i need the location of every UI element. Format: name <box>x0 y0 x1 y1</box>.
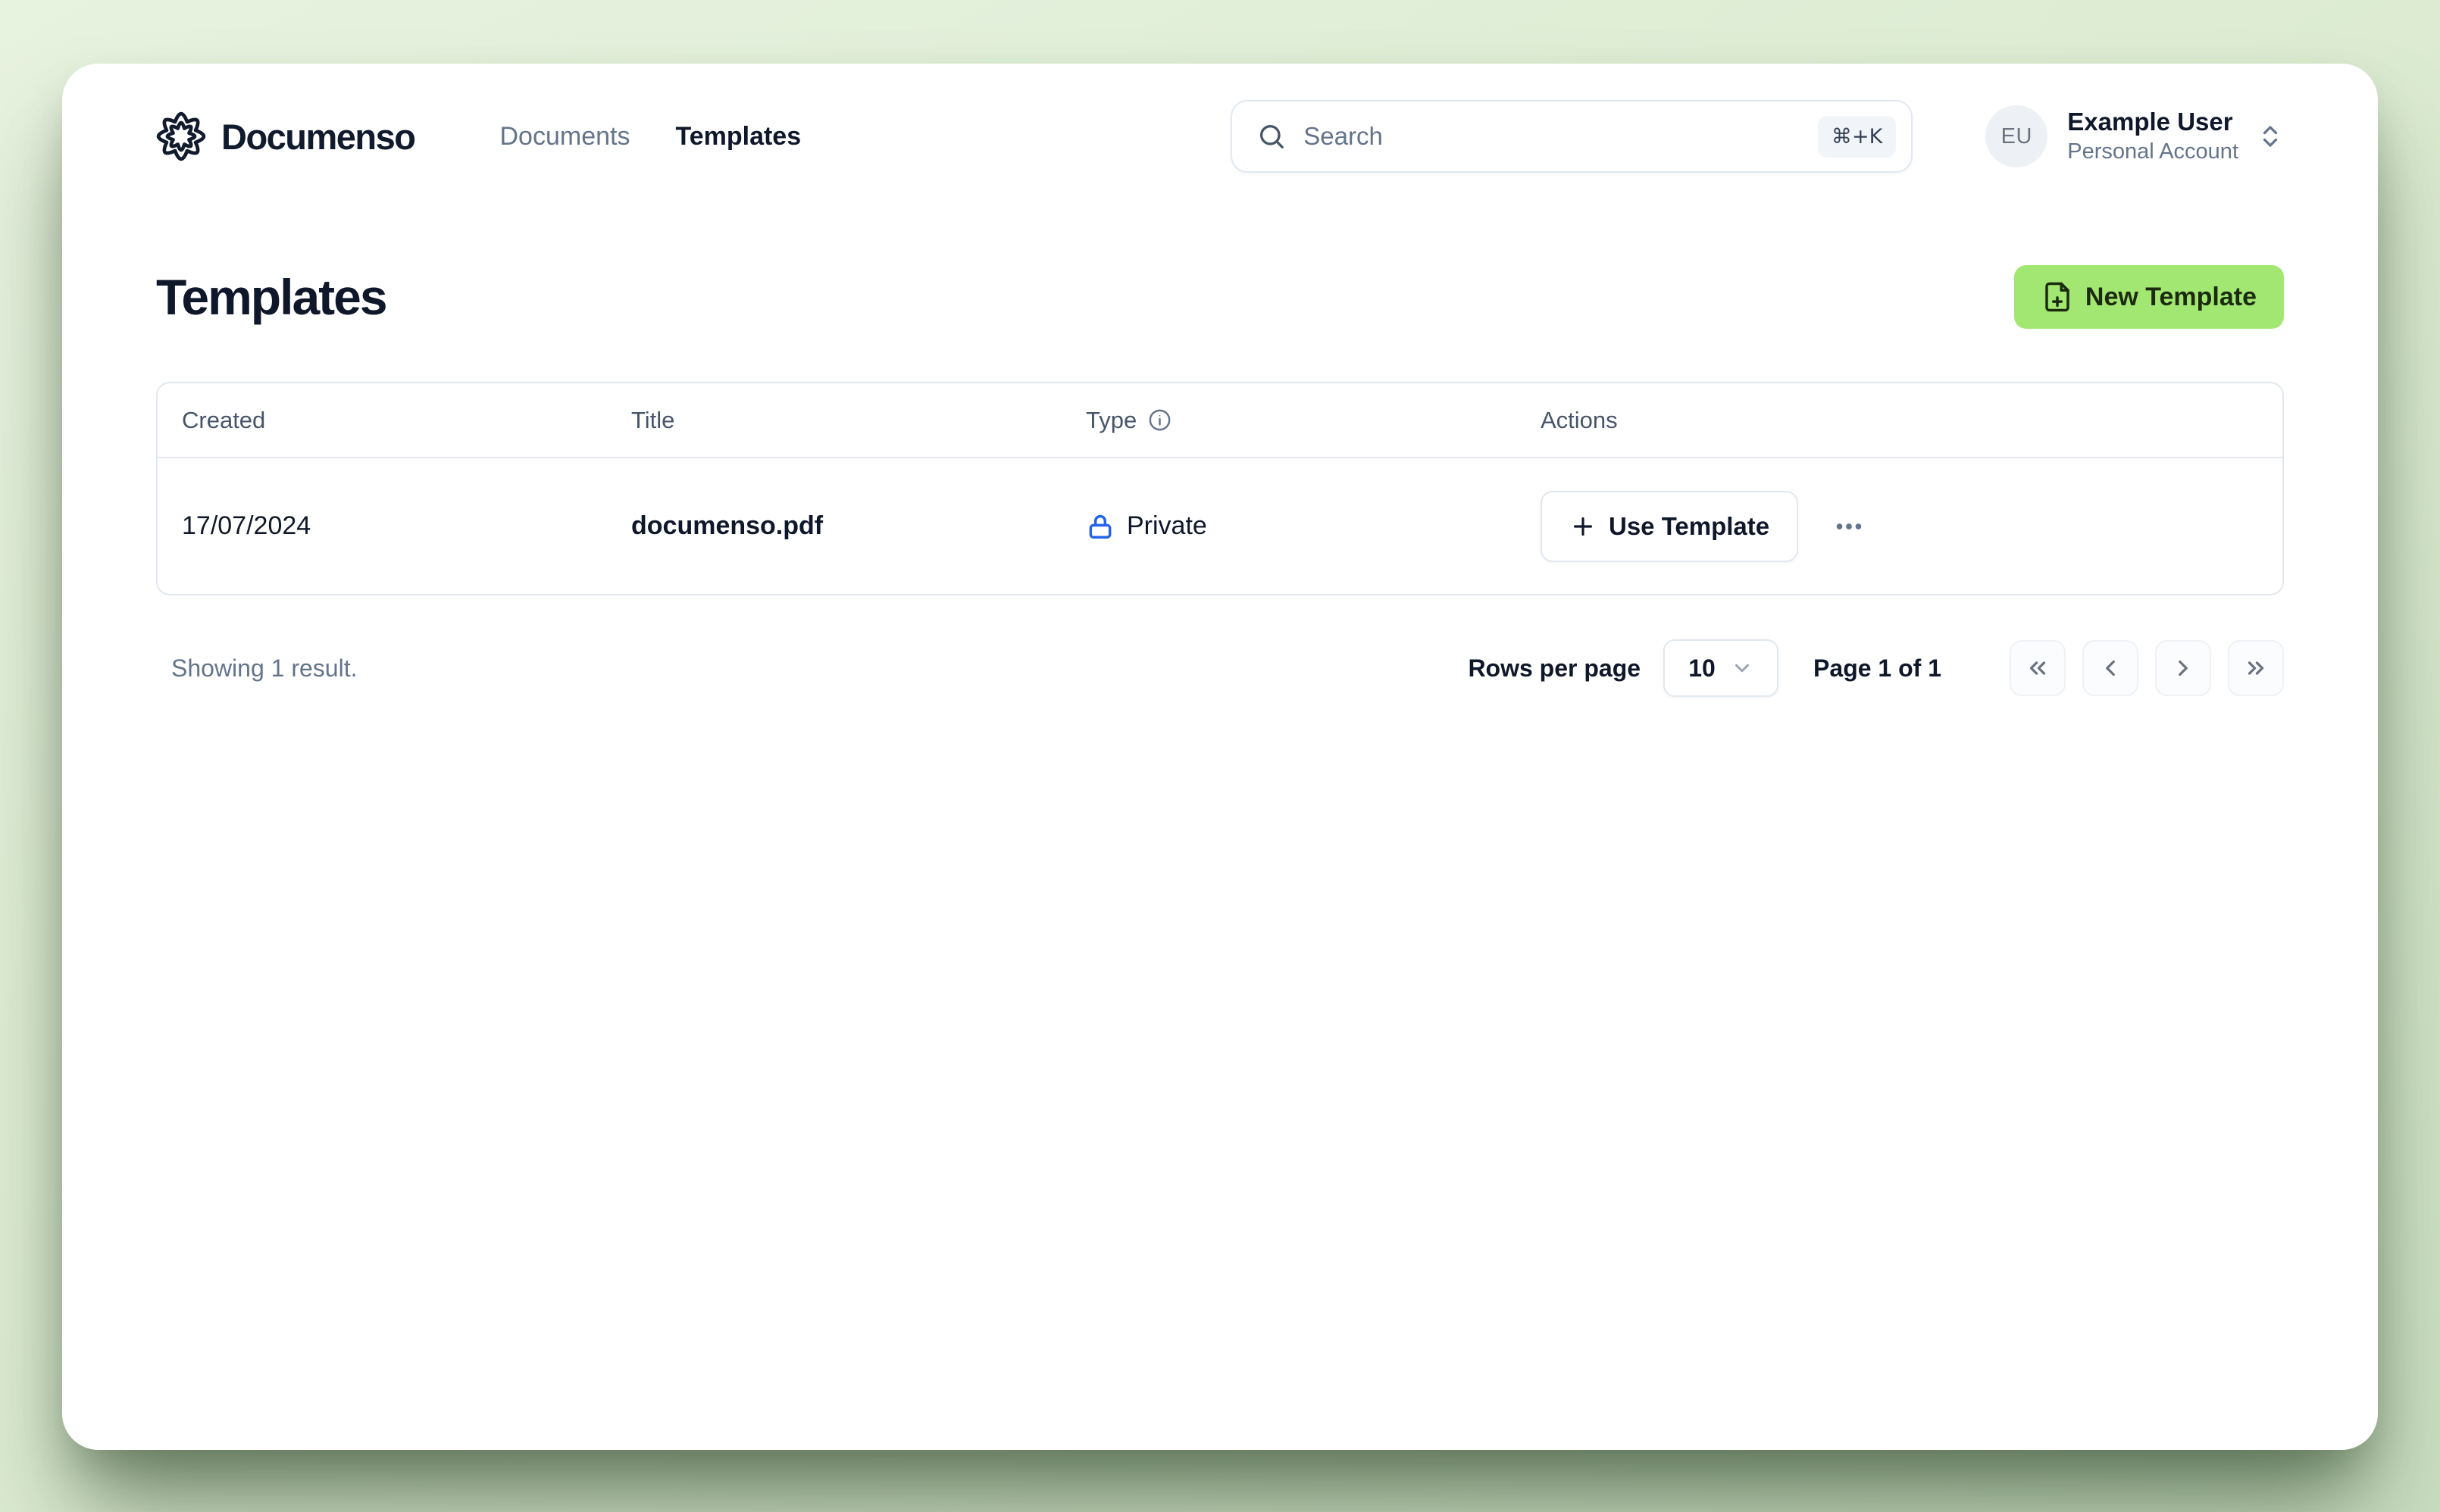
plus-icon <box>1573 517 1593 536</box>
app-window: Documenso Documents Templates Search ⌘+K… <box>62 64 2378 1450</box>
use-template-button[interactable]: Use Template <box>1541 490 1799 562</box>
rows-per-page-value: 10 <box>1688 654 1716 682</box>
use-template-label: Use Template <box>1609 511 1770 540</box>
column-header-title: Title <box>631 383 1086 458</box>
main-content: Templates New Template Created <box>62 265 2378 697</box>
search-icon <box>1260 125 1284 148</box>
row-title-cell: documenso.pdf <box>631 511 824 540</box>
pagination-controls: Rows per page 10 Page 1 of 1 <box>1468 639 2284 697</box>
lock-icon <box>1089 514 1112 539</box>
column-header-type: Type <box>1086 383 1541 458</box>
row-menu-button[interactable] <box>1824 501 1874 551</box>
pager <box>2010 640 2284 696</box>
row-type-label: Private <box>1127 511 1207 540</box>
account-type: Personal Account <box>2067 139 2238 164</box>
search-placeholder: Search <box>1303 122 1383 150</box>
avatar: EU <box>1985 105 2048 167</box>
chevron-left-icon <box>2106 660 2115 676</box>
file-plus-icon <box>2045 282 2069 312</box>
search-input[interactable]: Search ⌘+K <box>1231 100 1913 173</box>
nav-templates[interactable]: Templates <box>675 121 802 151</box>
next-page-button[interactable] <box>2155 640 2211 696</box>
search-shortcut-badge: ⌘+K <box>1817 115 1897 158</box>
chevrons-up-down-icon <box>2263 126 2278 147</box>
nav-documents[interactable]: Documents <box>499 121 630 151</box>
first-page-button[interactable] <box>2010 640 2066 696</box>
new-template-label: New Template <box>2085 282 2257 311</box>
rows-per-page-select[interactable]: 10 <box>1663 639 1779 697</box>
list-footer: Showing 1 result. Rows per page 10 Page … <box>156 639 2284 697</box>
rows-per-page-label: Rows per page <box>1468 654 1641 682</box>
account-name: Example User <box>2067 107 2233 136</box>
topbar: Documenso Documents Templates Search ⌘+K… <box>62 64 2378 173</box>
results-summary: Showing 1 result. <box>171 654 358 682</box>
main-nav: Documents Templates <box>500 122 802 152</box>
documenso-logo-icon <box>156 111 206 161</box>
chevron-right-icon <box>2179 660 2188 676</box>
page-status: Page 1 of 1 <box>1813 654 1941 682</box>
previous-page-button[interactable] <box>2082 640 2138 696</box>
brand-name: Documenso <box>221 116 416 157</box>
more-horizontal-icon <box>1836 523 1862 530</box>
column-header-actions: Actions <box>1541 383 2282 458</box>
chevrons-right-icon <box>2248 661 2264 675</box>
new-template-button[interactable]: New Template <box>2013 265 2284 329</box>
account-text: Example User Personal Account <box>2067 108 2238 164</box>
row-actions-cell: Use Template <box>1541 458 2282 594</box>
row-type-cell: Private <box>1086 458 1541 594</box>
account-menu[interactable]: EU Example User Personal Account <box>1985 105 2284 167</box>
brand-logo[interactable]: Documenso <box>156 111 416 161</box>
page-head: Templates New Template <box>156 265 2284 329</box>
row-created-cell: 17/07/2024 <box>182 511 311 540</box>
last-page-button[interactable] <box>2228 640 2284 696</box>
table-row[interactable]: 17/07/2024 documenso.pdf Private <box>158 458 2282 594</box>
templates-table: Created Title Type Actions <box>156 382 2284 595</box>
chevrons-left-icon <box>2029 661 2046 675</box>
chevron-down-icon <box>1735 664 1749 673</box>
info-icon[interactable] <box>1147 408 1172 433</box>
column-header-created: Created <box>158 383 631 458</box>
table-header-row: Created Title Type Actions <box>158 383 2282 458</box>
page-title: Templates <box>156 269 388 325</box>
